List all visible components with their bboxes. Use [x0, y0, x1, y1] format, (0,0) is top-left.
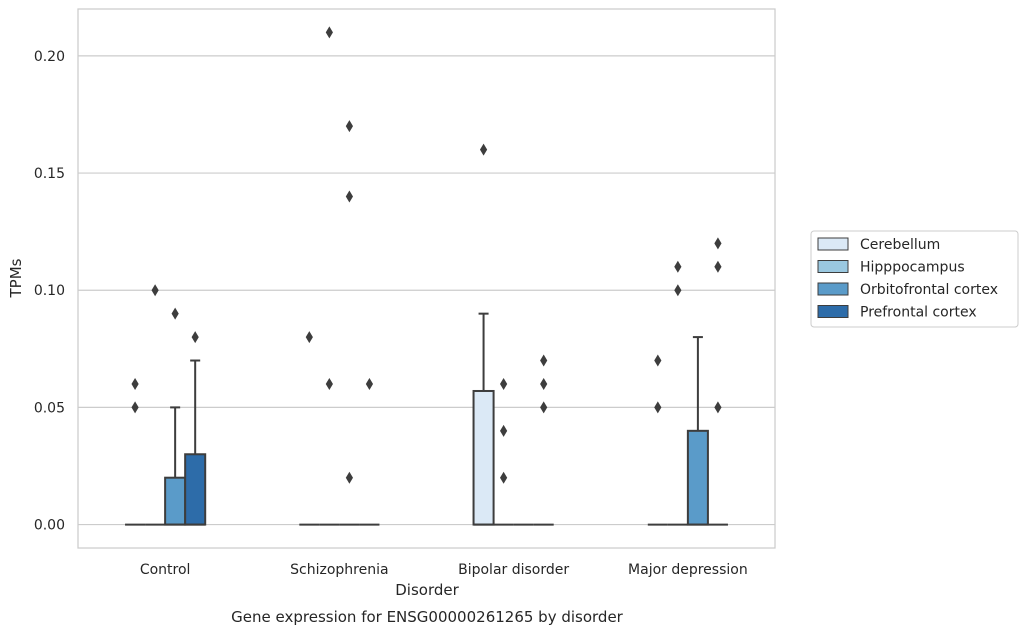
- outlier-point: [540, 354, 548, 367]
- x-tick-labels: Control Schizophrenia Bipolar disorder Majo…: [140, 562, 748, 578]
- x-tick-label: Control: [140, 562, 191, 578]
- outlier-point: [131, 401, 139, 414]
- x-tick-label: Schizophrenia: [290, 562, 388, 578]
- legend-swatch: [817, 237, 849, 251]
- box-group: [145, 284, 166, 526]
- legend-label: Hipppocampus: [860, 260, 965, 276]
- box: [164, 476, 187, 526]
- outlier-point: [674, 284, 682, 297]
- outlier-point: [479, 143, 488, 156]
- y-tick-label: 0.05: [34, 400, 65, 416]
- y-tick-labels: 0.00 0.05 0.10 0.15 0.20: [34, 49, 65, 534]
- legend-swatch: [817, 260, 849, 273]
- figure-caption: Gene expression for ENSG00000261265 by d…: [231, 608, 624, 626]
- box-group: [319, 26, 340, 526]
- outlier-point: [345, 471, 353, 484]
- outlier-point: [654, 401, 662, 414]
- box-group: [359, 377, 380, 526]
- plot-background: [78, 9, 775, 548]
- box-group: [125, 377, 146, 526]
- outlier-point: [540, 377, 548, 390]
- legend-swatch: [817, 305, 849, 318]
- outlier-point: [714, 260, 722, 273]
- box-group: [184, 331, 207, 526]
- y-tick-label: 0.20: [34, 49, 65, 65]
- outlier-point: [500, 471, 508, 484]
- x-tick-label: Bipolar disorder: [458, 562, 569, 578]
- outlier-point: [654, 354, 662, 367]
- outlier-point: [305, 331, 313, 344]
- outlier-point: [714, 401, 722, 414]
- legend-swatch: [817, 282, 849, 296]
- box: [686, 429, 709, 526]
- box-marks: [125, 26, 728, 526]
- box-group: [472, 143, 495, 526]
- box-group: [533, 354, 554, 526]
- outlier-point: [540, 401, 548, 414]
- outlier-point: [151, 284, 159, 297]
- box-group: [667, 260, 688, 526]
- y-tick-label: 0.15: [34, 166, 65, 182]
- outlier-point: [345, 190, 353, 203]
- legend-label: Prefrontal cortex: [860, 305, 977, 321]
- legend-label: Cerebellum: [860, 237, 940, 253]
- outlier-point: [714, 237, 722, 250]
- outlier-point: [191, 331, 199, 344]
- outlier-point: [131, 377, 139, 390]
- outlier-point: [500, 377, 508, 390]
- legend: Cerebellum Hipppocampus Orbitofrontal cort…: [810, 230, 1019, 328]
- legend-frame: [810, 230, 1019, 328]
- y-axis-title: TPMs: [7, 258, 25, 298]
- outlier-point: [674, 260, 682, 273]
- plot-frame: [77, 8, 776, 549]
- box-group: [299, 331, 320, 526]
- y-tick-label: 0.10: [34, 283, 65, 299]
- box-group: [686, 336, 709, 526]
- y-tick-label: 0.00: [34, 518, 65, 534]
- outlier-point: [365, 377, 374, 390]
- outlier-point: [345, 120, 353, 133]
- box-group: [493, 377, 514, 526]
- outlier-point: [171, 307, 179, 320]
- x-tick-label: Major depression: [628, 562, 748, 578]
- outlier-point: [325, 26, 333, 39]
- box-group: [647, 354, 668, 526]
- x-axis-title: Disorder: [395, 581, 459, 599]
- outlier-point: [500, 424, 508, 437]
- box: [184, 453, 207, 526]
- box-group: [339, 120, 360, 526]
- legend-label: Orbitofrontal cortex: [860, 282, 998, 298]
- box: [472, 389, 495, 526]
- box-group: [707, 237, 728, 526]
- outlier-point: [325, 377, 333, 390]
